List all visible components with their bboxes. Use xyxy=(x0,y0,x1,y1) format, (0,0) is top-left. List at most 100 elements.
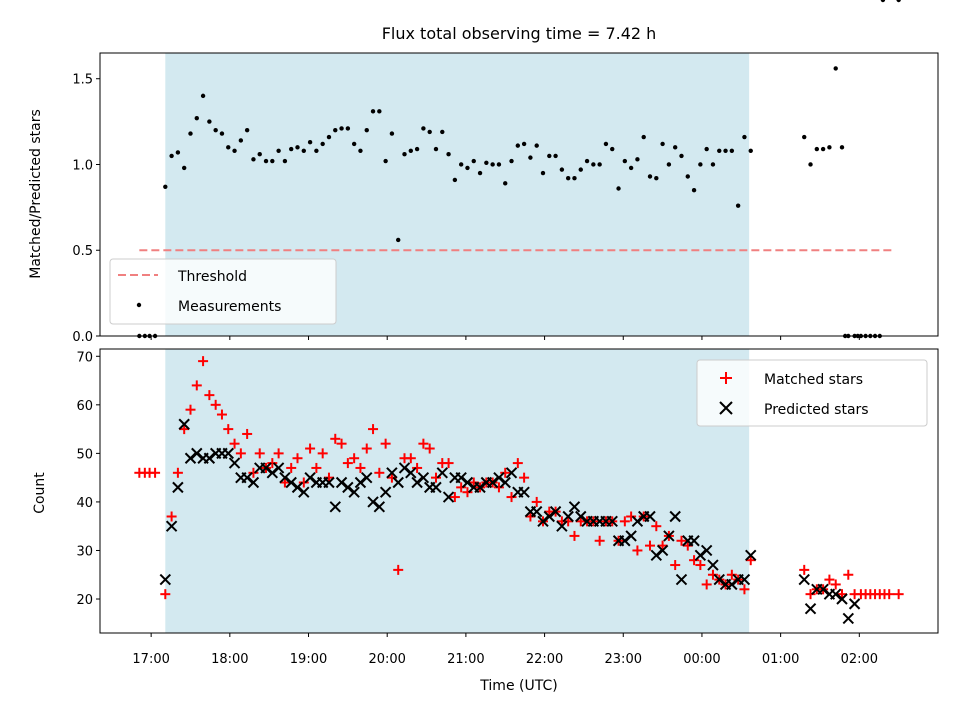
measurement-point xyxy=(509,158,514,164)
matched-star-point xyxy=(349,453,360,464)
measurement-point xyxy=(257,151,262,157)
matched-star-point xyxy=(739,584,750,595)
measurement-point xyxy=(289,146,294,152)
measurement-point xyxy=(484,160,489,165)
predicted-star-point xyxy=(191,447,203,460)
predicted-star-point xyxy=(631,515,644,528)
measurement-point xyxy=(427,129,432,135)
predicted-star-point xyxy=(184,452,197,464)
x-tick-label: 22:00 xyxy=(526,652,563,667)
measurement-point xyxy=(244,127,250,133)
matched-star-point xyxy=(799,564,810,575)
matched-star-point xyxy=(229,438,240,449)
matched-star-point xyxy=(204,390,215,401)
top-y-ticks: 0.0 0.5 1.0 1.5 xyxy=(72,73,100,345)
measurement-point xyxy=(345,126,351,131)
predicted-star-point xyxy=(625,530,637,542)
matched-star-point xyxy=(361,443,372,454)
bottom-y-tick-label: 30 xyxy=(76,544,93,559)
measurement-point xyxy=(679,153,684,159)
matched-star-point xyxy=(525,511,536,522)
predicted-star-point xyxy=(669,510,681,523)
matched-star-point xyxy=(701,579,712,590)
x-tick-label: 01:00 xyxy=(762,652,799,667)
measurement-point xyxy=(603,141,609,147)
predicted-star-point xyxy=(745,549,757,562)
legend-matched-swatch xyxy=(720,372,732,384)
matched-star-point xyxy=(563,516,574,527)
measurement-point xyxy=(276,148,281,153)
measurement-point xyxy=(421,126,426,131)
predicted-star-point xyxy=(373,501,386,513)
predicted-star-point xyxy=(537,515,549,528)
measurement-point xyxy=(839,145,845,150)
matched-star-point xyxy=(824,574,835,585)
matched-star-point xyxy=(843,569,854,580)
matched-star-point xyxy=(242,428,253,439)
matched-star-point xyxy=(248,467,259,478)
measurement-point xyxy=(565,176,571,181)
measurement-point xyxy=(414,146,420,152)
measurement-point xyxy=(263,158,269,164)
top-y-tick-label: 1.5 xyxy=(72,73,93,88)
measurement-point xyxy=(597,162,602,167)
x-tick-label: 17:00 xyxy=(132,652,169,667)
measurement-point xyxy=(402,151,407,157)
matched-star-point xyxy=(273,448,284,459)
predicted-star-point xyxy=(804,603,817,615)
measurement-point xyxy=(553,153,558,159)
measurement-point xyxy=(389,131,395,136)
measurement-point xyxy=(320,141,325,147)
predicted-star-point xyxy=(304,471,316,484)
predicted-star-point xyxy=(323,476,335,489)
predicted-star-point xyxy=(436,467,448,479)
matched-star-point xyxy=(569,530,580,541)
measurement-point xyxy=(490,162,495,167)
matched-star-point xyxy=(626,511,637,522)
matched-star-point xyxy=(456,482,467,493)
measurement-point xyxy=(175,150,181,155)
matched-star-point xyxy=(500,467,511,478)
predicted-star-point xyxy=(159,573,172,586)
matched-star-point xyxy=(292,453,303,464)
matched-star-point xyxy=(172,467,183,478)
measurement-point xyxy=(282,158,288,164)
measurement-point xyxy=(666,162,672,167)
measurement-point xyxy=(188,131,193,136)
measurement-point xyxy=(181,165,187,171)
x-tick-label: 18:00 xyxy=(211,652,248,667)
measurement-point xyxy=(710,162,716,167)
measurement-point xyxy=(377,109,382,114)
matched-star-point xyxy=(884,589,895,600)
measurement-point xyxy=(307,139,313,145)
measurement-point xyxy=(503,181,508,186)
measurement-point xyxy=(295,145,300,150)
measurement-point xyxy=(704,146,709,152)
predicted-star-point xyxy=(505,467,518,479)
measurement-point xyxy=(477,170,483,176)
measurement-point xyxy=(628,165,634,171)
matched-star-point xyxy=(405,453,416,464)
measurement-point xyxy=(351,141,357,147)
legend-matched-label: Matched stars xyxy=(764,372,863,388)
measurement-point xyxy=(440,129,445,135)
predicted-star-point xyxy=(285,476,297,489)
predicted-star-point xyxy=(405,467,417,479)
x-tick-label: 20:00 xyxy=(368,652,405,667)
matched-star-point xyxy=(286,462,297,473)
predicted-star-point xyxy=(474,481,486,494)
matched-star-point xyxy=(368,424,379,435)
measurement-point xyxy=(169,153,174,159)
matched-star-point xyxy=(682,540,693,551)
matched-star-point xyxy=(323,472,334,483)
measurement-point xyxy=(528,155,533,160)
measurement-point xyxy=(446,151,451,157)
measurement-point xyxy=(433,146,439,152)
x-tick-label: 23:00 xyxy=(605,652,642,667)
measurement-point xyxy=(729,148,735,153)
measurement-point xyxy=(691,188,697,193)
measurement-point xyxy=(521,141,527,147)
predicted-star-point xyxy=(700,544,713,557)
measurement-point xyxy=(820,146,826,152)
